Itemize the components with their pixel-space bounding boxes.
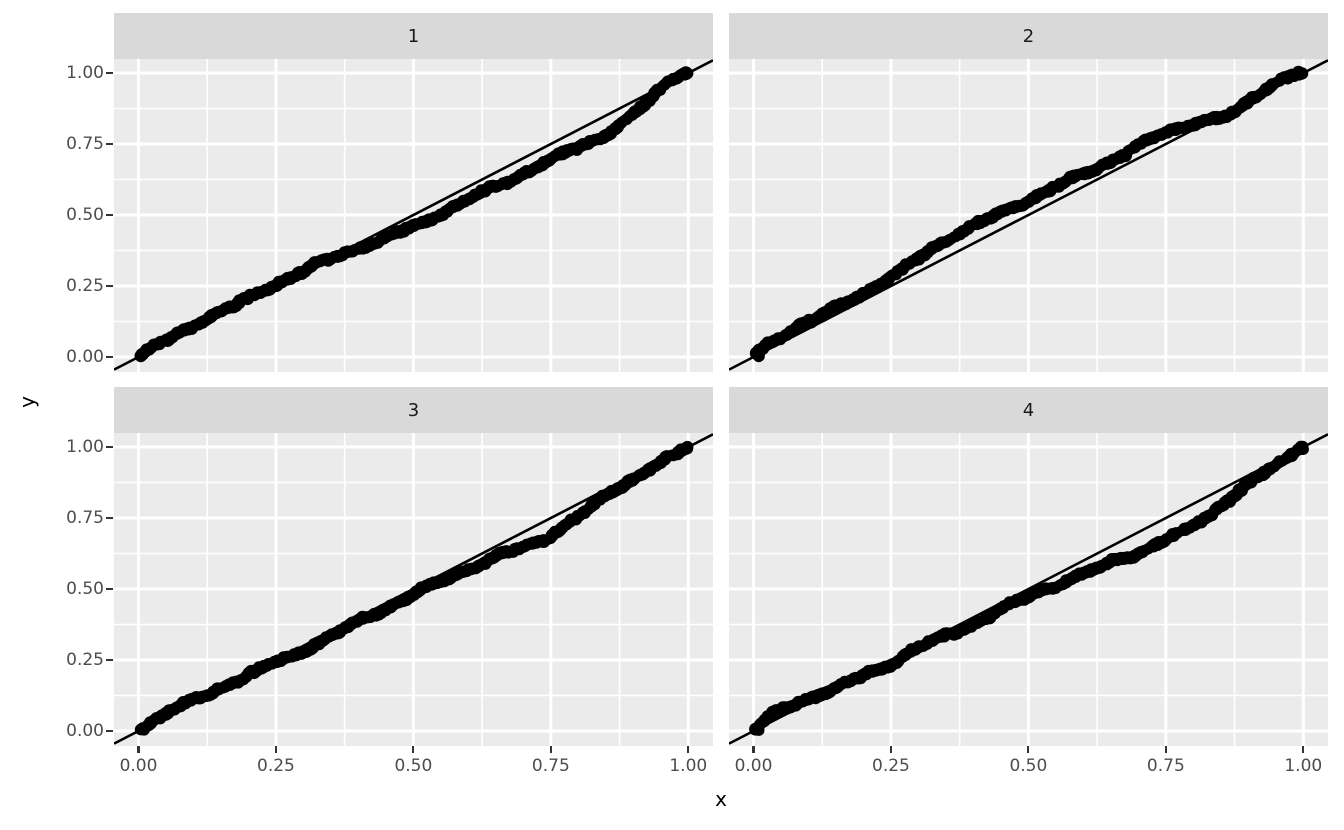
- x-tick-mark: [1027, 746, 1030, 753]
- facet-strip: 4: [729, 387, 1328, 433]
- x-tick-mark: [1302, 746, 1305, 753]
- facet-strip-label: 4: [1022, 399, 1035, 421]
- y-tick-label: 0.75: [66, 134, 104, 154]
- facet-panel: [729, 59, 1328, 372]
- panel-grid: [729, 59, 1328, 372]
- facet-strip: 1: [114, 13, 713, 59]
- y-tick-label: 0.25: [66, 276, 104, 296]
- x-tick-mark: [889, 746, 893, 753]
- x-tick-label: 0.25: [257, 756, 295, 776]
- y-tick-label: 0.50: [66, 579, 104, 599]
- facet-strip: 2: [729, 13, 1328, 59]
- x-tick-mark: [137, 746, 140, 753]
- y-tick-mark: [106, 355, 113, 359]
- y-tick-mark: [106, 587, 113, 591]
- x-tick-label: 0.50: [1009, 756, 1048, 776]
- point: [679, 67, 692, 79]
- y-tick-mark: [106, 142, 113, 146]
- x-axis-title: x: [715, 787, 727, 811]
- x-tick-label: 0.00: [119, 756, 158, 776]
- facet-strip-label: 1: [407, 25, 420, 47]
- y-tick-mark: [106, 658, 113, 662]
- facet-panel: [114, 433, 713, 746]
- point: [1297, 443, 1309, 455]
- panel-grid: [729, 433, 1328, 746]
- y-tick-label: 0.50: [66, 205, 104, 225]
- x-tick-label: 0.25: [872, 756, 910, 776]
- data-points: [749, 440, 1309, 736]
- y-tick-label: 1.00: [66, 63, 104, 83]
- facet-strip: 3: [114, 387, 713, 433]
- data-points: [134, 66, 694, 363]
- x-tick-mark: [1164, 746, 1167, 753]
- data-points: [749, 65, 1309, 363]
- x-tick-mark: [274, 746, 278, 753]
- facet-panel: [729, 433, 1328, 746]
- point: [753, 724, 765, 736]
- x-tick-label: 1.00: [669, 756, 708, 776]
- x-tick-mark: [752, 746, 755, 753]
- x-tick-mark: [412, 746, 415, 753]
- point: [1295, 68, 1308, 80]
- facet-strip-label: 3: [407, 399, 420, 421]
- x-tick-label: 0.75: [1146, 756, 1185, 776]
- x-tick-mark: [549, 746, 552, 753]
- y-tick-mark: [106, 213, 113, 217]
- y-tick-label: 0.75: [66, 508, 104, 528]
- y-tick-mark: [106, 71, 113, 75]
- y-tick-label: 0.00: [66, 721, 104, 741]
- y-tick-label: 0.00: [66, 347, 104, 367]
- facet-panel: [114, 59, 713, 372]
- y-tick-mark: [106, 516, 113, 520]
- x-tick-label: 0.00: [734, 756, 773, 776]
- point: [752, 349, 764, 361]
- point: [681, 440, 694, 453]
- x-tick-label: 0.75: [531, 756, 570, 776]
- x-tick-mark: [687, 746, 690, 753]
- y-tick-label: 1.00: [66, 437, 104, 457]
- y-axis-title: y: [15, 396, 39, 408]
- point: [137, 349, 149, 361]
- x-tick-label: 0.50: [394, 756, 433, 776]
- facet-strip-label: 2: [1022, 25, 1035, 47]
- x-tick-label: 1.00: [1284, 756, 1323, 776]
- data-points: [134, 440, 694, 736]
- y-tick-mark: [106, 729, 113, 733]
- y-tick-label: 0.25: [66, 650, 104, 670]
- y-tick-mark: [106, 445, 113, 449]
- y-tick-mark: [106, 284, 113, 288]
- point: [138, 724, 150, 736]
